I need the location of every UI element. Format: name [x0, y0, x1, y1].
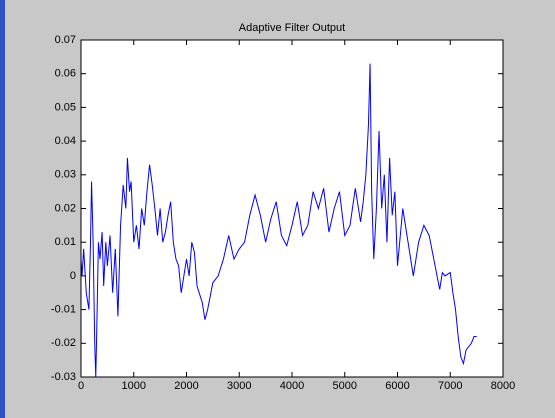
y-tick-label: 0	[70, 270, 76, 282]
x-tick-label: 5000	[333, 380, 357, 392]
y-tick-label: 0.03	[55, 169, 76, 181]
y-tick-label: 0.07	[55, 34, 76, 46]
chart-title: Adaptive Filter Output	[239, 22, 345, 34]
y-tick-label: 0.05	[55, 101, 76, 113]
y-tick-label: -0.02	[51, 337, 76, 349]
x-tick-label: 4000	[280, 380, 304, 392]
y-tick-label: 0.02	[55, 202, 76, 214]
x-tick-label: 2000	[174, 380, 198, 392]
y-tick-label: -0.01	[51, 304, 76, 316]
y-tick-label: 0.01	[55, 236, 76, 248]
x-tick-label: 1000	[122, 380, 146, 392]
y-tick-label: -0.03	[51, 371, 76, 383]
plot-area	[81, 40, 503, 377]
x-tick-label: 0	[78, 380, 84, 392]
x-tick-label: 7000	[438, 380, 462, 392]
data-line	[81, 63, 477, 377]
y-tick-label: 0.06	[55, 68, 76, 80]
x-tick-label: 3000	[227, 380, 251, 392]
x-tick-label: 8000	[491, 380, 515, 392]
axes-box	[80, 39, 504, 378]
x-tick-label: 6000	[385, 380, 409, 392]
window-edge	[0, 0, 5, 418]
y-tick-label: 0.04	[55, 135, 76, 147]
